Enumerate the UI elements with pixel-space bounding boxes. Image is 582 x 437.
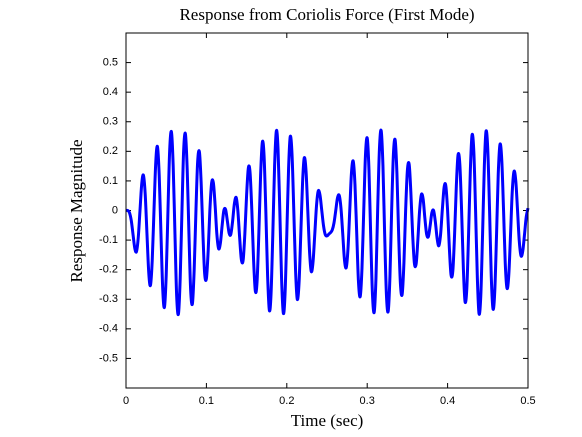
y-tick-label: 0: [112, 204, 118, 216]
x-tick-label: 0.4: [440, 395, 455, 407]
y-tick-label: -0.2: [99, 264, 118, 276]
x-tick-label: 0.2: [279, 395, 294, 407]
y-tick-label: 0.3: [103, 116, 118, 128]
y-tick-label: -0.4: [99, 323, 118, 335]
x-tick-label: 0.3: [360, 395, 375, 407]
chart-title: Response from Coriolis Force (First Mode…: [179, 5, 474, 24]
y-tick-label: 0.1: [103, 175, 118, 187]
data-line: [125, 128, 530, 317]
y-tick-label: 0.5: [103, 56, 118, 68]
y-tick-label: -0.1: [99, 234, 118, 246]
y-tick-label: 0.2: [103, 145, 118, 157]
y-tick-label: 0.4: [103, 86, 118, 98]
x-tick-label: 0.1: [199, 395, 214, 407]
axes-box: [125, 32, 529, 389]
plot-frame: [126, 33, 528, 388]
x-tick-label: 0.5: [520, 395, 535, 407]
y-tick-label: -0.5: [99, 352, 118, 364]
plot-area: -0.5 -0.4 -0.3 -0.2 -0.1 0 0.1 0.2 0.3 0.4 0.5 0 0.1…: [99, 32, 536, 407]
x-axis-label: Time (sec): [291, 411, 364, 430]
y-tick-label: -0.3: [99, 293, 118, 305]
x-tick-label: 0: [123, 395, 129, 407]
y-axis-label: Response Magnitude: [67, 139, 86, 282]
